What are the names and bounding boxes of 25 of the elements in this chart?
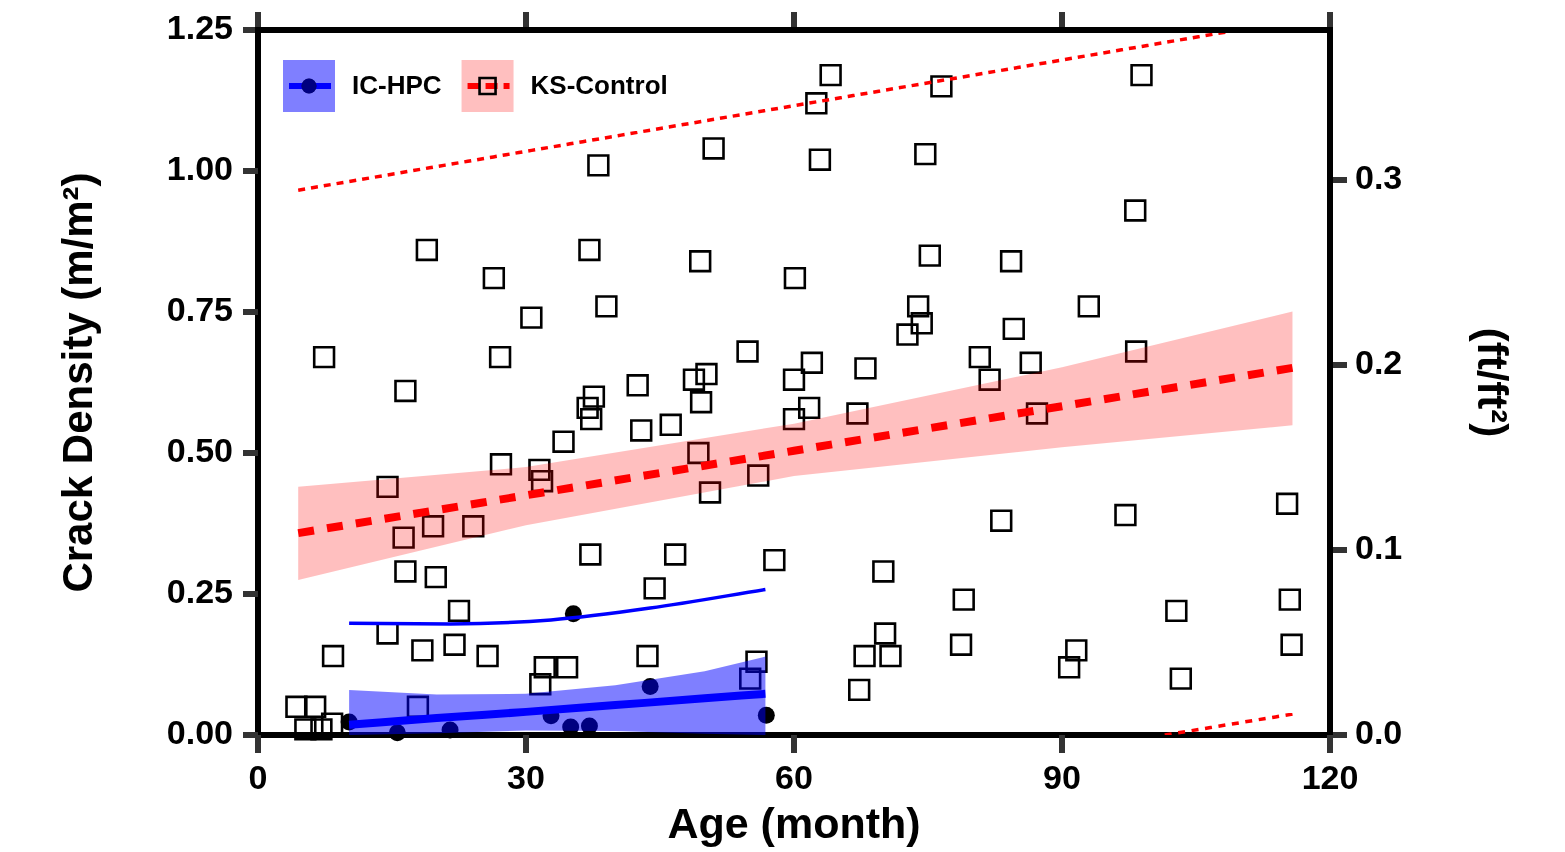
y2-tick-label: 0.3 bbox=[1355, 158, 1403, 197]
x-tick-label: 90 bbox=[1043, 757, 1081, 796]
point bbox=[757, 706, 775, 724]
x-tick-label: 30 bbox=[507, 757, 545, 796]
y-tick-label: 1.00 bbox=[166, 149, 233, 188]
y2-tick-label: 0.1 bbox=[1355, 528, 1403, 567]
point bbox=[388, 724, 406, 742]
legend-label: IC-HPC bbox=[352, 70, 442, 101]
x-tick-label: 0 bbox=[248, 757, 268, 796]
y-tick-label: 0.25 bbox=[166, 572, 233, 611]
y2-tick-label: 0.2 bbox=[1355, 343, 1403, 382]
x-tick-label: 60 bbox=[775, 757, 813, 796]
y-tick-label: 0.75 bbox=[166, 290, 233, 329]
y-tick-label: 0.50 bbox=[166, 431, 233, 470]
line-series bbox=[347, 587, 768, 626]
x-tick-label: 120 bbox=[1301, 757, 1359, 796]
x-axis-title: Age (month) bbox=[667, 799, 921, 848]
point bbox=[441, 721, 459, 739]
legend-label: KS-Control bbox=[530, 70, 668, 101]
y-axis-title: Crack Density (m/m²) bbox=[53, 172, 101, 593]
point bbox=[641, 678, 659, 695]
y-tick-label: 1.25 bbox=[166, 8, 233, 47]
y-tick-label: 0.00 bbox=[166, 713, 233, 752]
y2-tick-label: 0.0 bbox=[1355, 713, 1403, 752]
y2-axis-title: (ft/ft²) bbox=[1469, 327, 1517, 438]
